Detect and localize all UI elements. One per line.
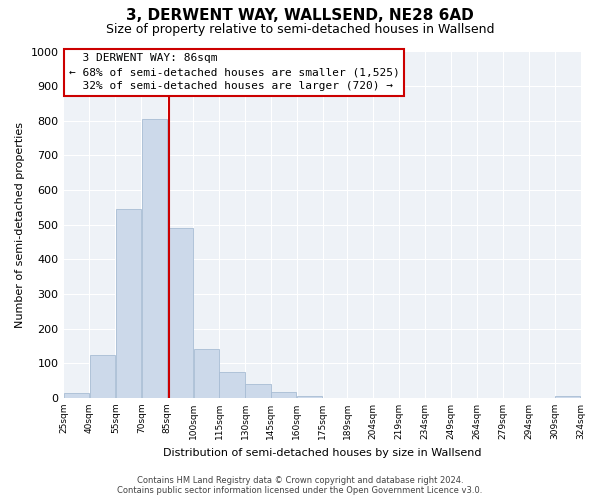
X-axis label: Distribution of semi-detached houses by size in Wallsend: Distribution of semi-detached houses by … <box>163 448 481 458</box>
Bar <box>555 396 580 398</box>
Bar <box>194 350 218 398</box>
Bar <box>167 228 193 398</box>
Bar <box>271 392 296 398</box>
Bar <box>116 209 141 398</box>
Bar <box>245 384 271 398</box>
Y-axis label: Number of semi-detached properties: Number of semi-detached properties <box>15 122 25 328</box>
Bar <box>298 396 322 398</box>
Text: 3 DERWENT WAY: 86sqm
← 68% of semi-detached houses are smaller (1,525)
  32% of : 3 DERWENT WAY: 86sqm ← 68% of semi-detac… <box>68 53 400 91</box>
Text: Contains HM Land Registry data © Crown copyright and database right 2024.
Contai: Contains HM Land Registry data © Crown c… <box>118 476 482 495</box>
Bar <box>64 392 89 398</box>
Bar <box>142 119 167 398</box>
Text: 3, DERWENT WAY, WALLSEND, NE28 6AD: 3, DERWENT WAY, WALLSEND, NE28 6AD <box>126 8 474 22</box>
Bar <box>90 354 115 398</box>
Bar <box>220 372 245 398</box>
Text: Size of property relative to semi-detached houses in Wallsend: Size of property relative to semi-detach… <box>106 22 494 36</box>
